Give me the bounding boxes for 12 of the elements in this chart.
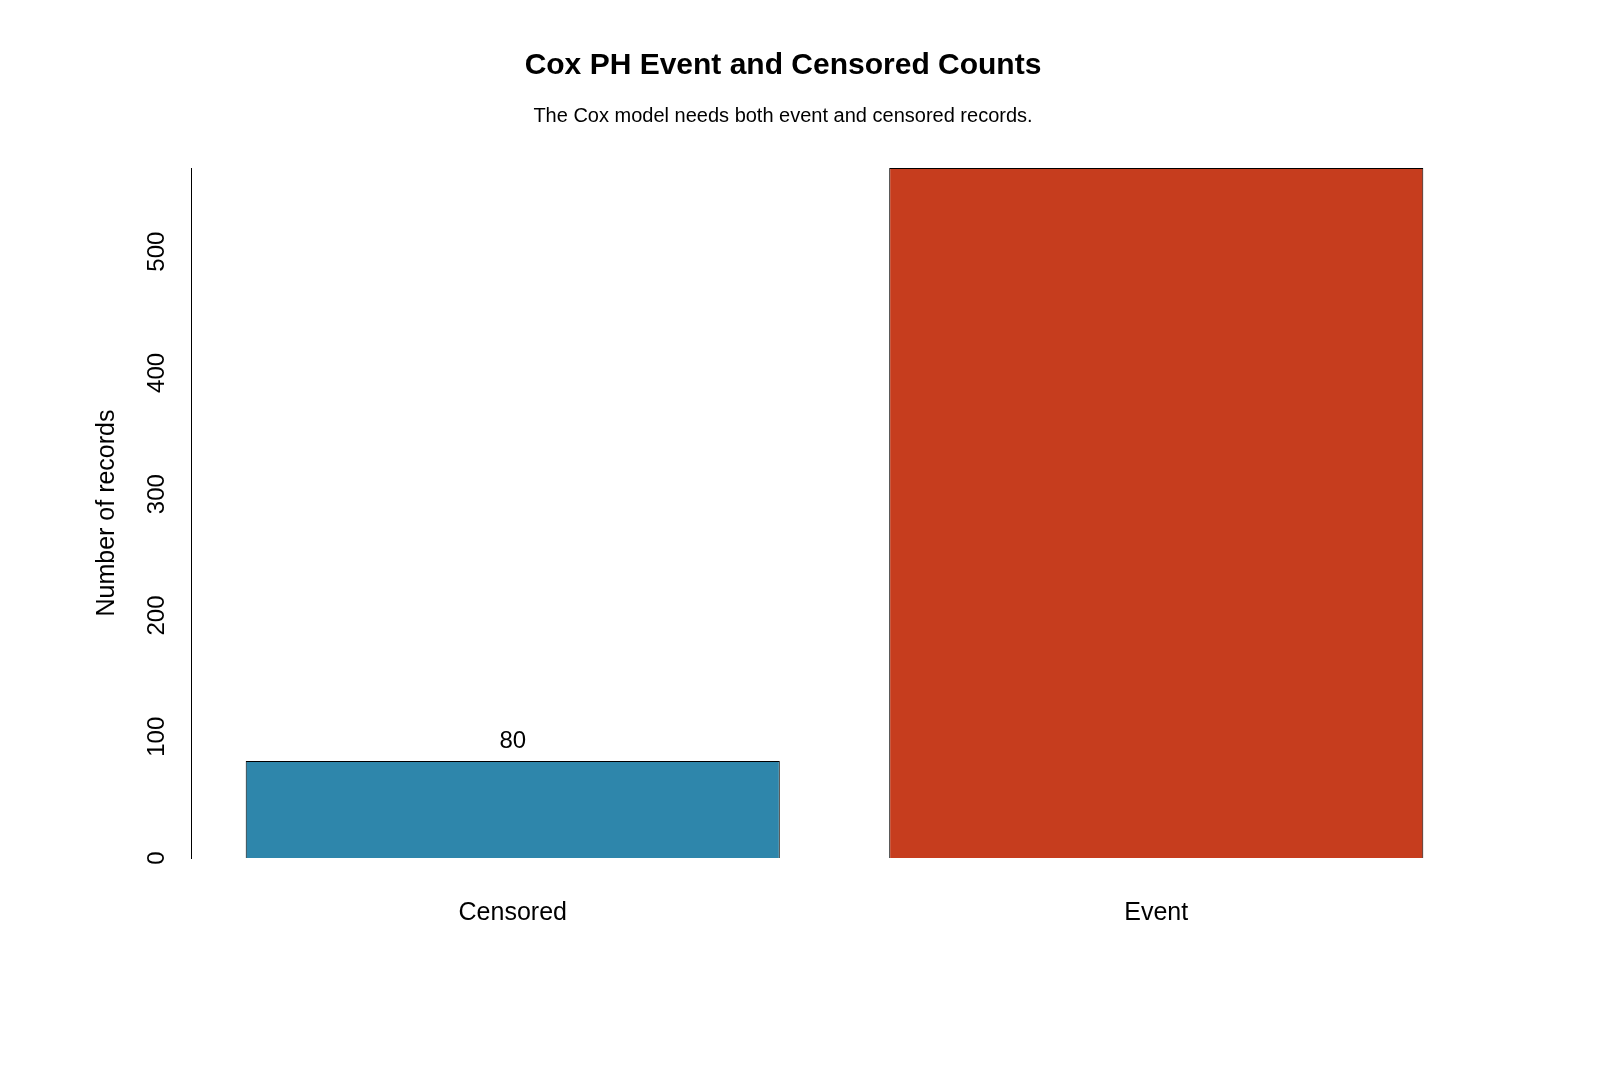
y-tick-label: 400 (141, 352, 169, 393)
y-tick-label: 0 (141, 851, 169, 865)
data-label: 80 (499, 725, 527, 753)
x-tick-label: Censored (458, 896, 567, 925)
y-axis-title: Number of records (90, 409, 119, 617)
y-tick-label: 200 (141, 595, 169, 636)
chart-title: Cox PH Event and Censored Counts (524, 47, 1042, 81)
chart-subtitle: The Cox model needs both event and censored records. (533, 103, 1033, 126)
y-tick-label: 500 (141, 231, 169, 272)
y-tick-label: 300 (141, 474, 169, 515)
x-tick-label: Event (1124, 896, 1189, 925)
y-tick-label: 100 (141, 716, 169, 757)
